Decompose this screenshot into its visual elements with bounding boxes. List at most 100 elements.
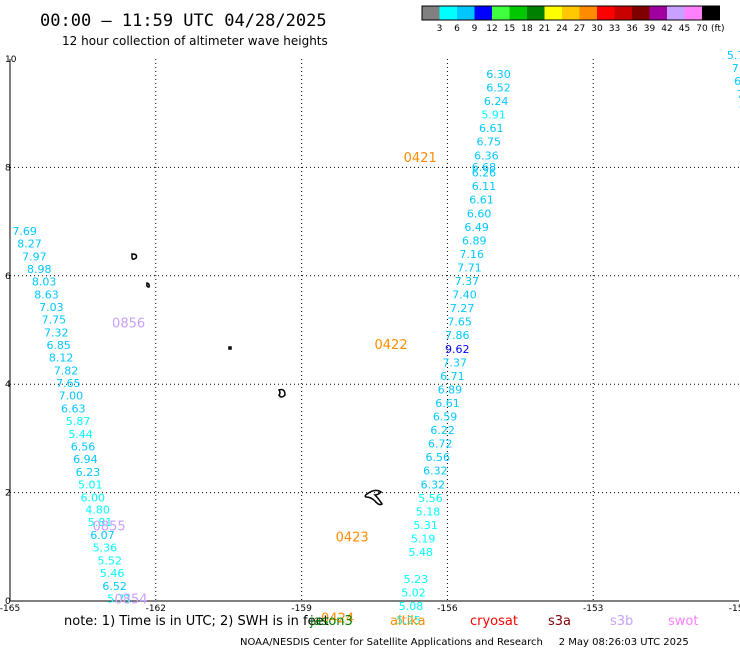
wave-height-value: 7.0: [732, 62, 740, 75]
wave-height-value: 5.46: [100, 567, 125, 580]
legend-label: 45: [679, 24, 690, 34]
wave-height-value: 5.56: [418, 492, 443, 505]
legend-label: 6: [454, 24, 460, 34]
pass-time-label: 0424: [321, 612, 354, 627]
wave-height-value: 7.97: [22, 251, 47, 264]
legend-swatch: [439, 6, 457, 20]
wave-height-value: 6.94: [73, 453, 98, 466]
wave-height-value: 8.27: [17, 238, 42, 251]
lat-tick-label: 2: [5, 489, 11, 499]
wave-height-value: 6.71: [440, 370, 465, 383]
wave-height-value: 6.52: [486, 82, 511, 95]
legend-swatch: [579, 6, 597, 20]
legend-label: 33: [609, 24, 620, 34]
legend-swatch: [614, 6, 632, 20]
legend-swatch: [457, 6, 475, 20]
legend-unit: (ft): [711, 24, 725, 34]
wave-height-value: 8.98: [27, 263, 52, 276]
legend-swatch: [492, 6, 510, 20]
lon-tick-label: -153: [583, 604, 603, 614]
pass-time-labels: 0421 0422 0423 0424 0856 0855 0854: [93, 151, 437, 627]
legend-swatch: [649, 6, 667, 20]
lon-tick-label: -156: [437, 604, 458, 614]
island-outline: [228, 346, 232, 350]
wave-height-value: 6.61: [479, 122, 504, 135]
wave-height-value: 7.16: [460, 248, 485, 261]
legend-label: 42: [661, 24, 672, 34]
wave-height-value: 6.36: [474, 149, 499, 162]
map-subtitle: 12 hour collection of altimeter wave hei…: [62, 34, 328, 48]
legend-border: [421, 5, 720, 21]
wave-height-value: 6.89: [438, 383, 463, 396]
legend-label: 24: [556, 24, 568, 34]
wave-height-value: 5.7: [727, 49, 740, 62]
legend-swatch: [632, 6, 650, 20]
satellite-name: altika: [390, 614, 426, 629]
wave-height-value: 6.22: [430, 424, 455, 437]
satellite-name: s3b: [610, 614, 633, 629]
lon-tick-label: -150: [729, 604, 740, 614]
wave-height-value: 6.59: [433, 411, 458, 424]
wave-height-value: 7.27: [450, 302, 475, 315]
footer-note: note: 1) Time is in UTC; 2) SWH is in fe…: [64, 614, 329, 629]
lat-tick-label: 6: [5, 272, 11, 282]
wave-height-value: 7.82: [54, 364, 79, 377]
pass-time-label: 0855: [93, 520, 126, 535]
wave-height-value: 7.00: [59, 389, 84, 402]
wave-height-value: 7.65: [56, 377, 81, 390]
wave-height-value: 6.56: [71, 440, 96, 453]
pass-time-label: 0856: [112, 316, 145, 331]
wave-height-value: 5.71: [107, 593, 132, 606]
wave-height-value: 6.68: [472, 161, 497, 174]
wave-height-value: 6.49: [464, 221, 489, 234]
island-outline: [277, 388, 286, 398]
island-outline: [364, 489, 384, 506]
lat-tick-label: 4: [5, 380, 11, 390]
legend-swatch: [702, 6, 720, 20]
wave-height-value: 6.60: [467, 207, 492, 220]
wave-height-value: 6.75: [477, 136, 502, 149]
lon-tick-label: -165: [0, 604, 20, 614]
wave-height-value: 7.75: [42, 313, 66, 326]
island-outlines: [131, 253, 384, 506]
legend-swatch: [422, 6, 440, 20]
wave-height-value: 5.36: [93, 542, 118, 555]
wave-height-value: 5.19: [411, 532, 436, 545]
satellite-key: jason3 altika cryosat s3a s3b swot: [309, 614, 698, 629]
wave-height-value: 6.61: [469, 194, 494, 207]
wave-height-value: 5.48: [409, 546, 434, 559]
satellite-name: cryosat: [470, 614, 518, 629]
wave-height-value: 6.00: [80, 491, 105, 504]
legend-swatch: [544, 6, 562, 20]
wave-height-value: 6.11: [472, 180, 497, 193]
wave-height-value: 6.85: [46, 339, 70, 352]
color-legend: 3 6 9 12 15 18 21 24 27 30 33 36 39 42 45 70: [421, 5, 720, 34]
legend-swatch: [597, 6, 615, 20]
wave-height-value: 5.91: [481, 109, 506, 122]
satellite-name: jason3: [309, 614, 353, 629]
wave-height-value: 7: [737, 88, 740, 101]
legend-swatch: [527, 6, 545, 20]
legend-label: 27: [574, 24, 585, 34]
legend-label: 70: [696, 24, 708, 34]
wave-height-value: 5.08: [399, 600, 424, 613]
pass-time-label: 0422: [375, 338, 408, 353]
altimeter-track-values: 7.698.277.978.988.038.637.037.757.326.85…: [12, 49, 740, 627]
wave-height-value: 4.80: [85, 504, 110, 517]
legend-swatch: [474, 6, 492, 20]
legend-label: 36: [626, 24, 638, 34]
wave-height-value: 6.: [734, 75, 740, 88]
legend-swatch: [667, 6, 685, 20]
wave-height-value: 5.81: [88, 516, 113, 529]
pass-time-label: 0423: [336, 530, 369, 545]
pass-time-label: 0854: [114, 593, 147, 608]
wave-height-value: 6.07: [90, 529, 115, 542]
legend-label: 15: [504, 24, 515, 34]
legend-swatch: [509, 6, 527, 20]
legend-label: 21: [539, 24, 550, 34]
wave-height-value: 7.37: [455, 275, 480, 288]
wave-height-value: 5.23: [404, 573, 429, 586]
wave-height-value: 7.03: [39, 301, 64, 314]
wave-height-value: 6.32: [421, 478, 446, 491]
